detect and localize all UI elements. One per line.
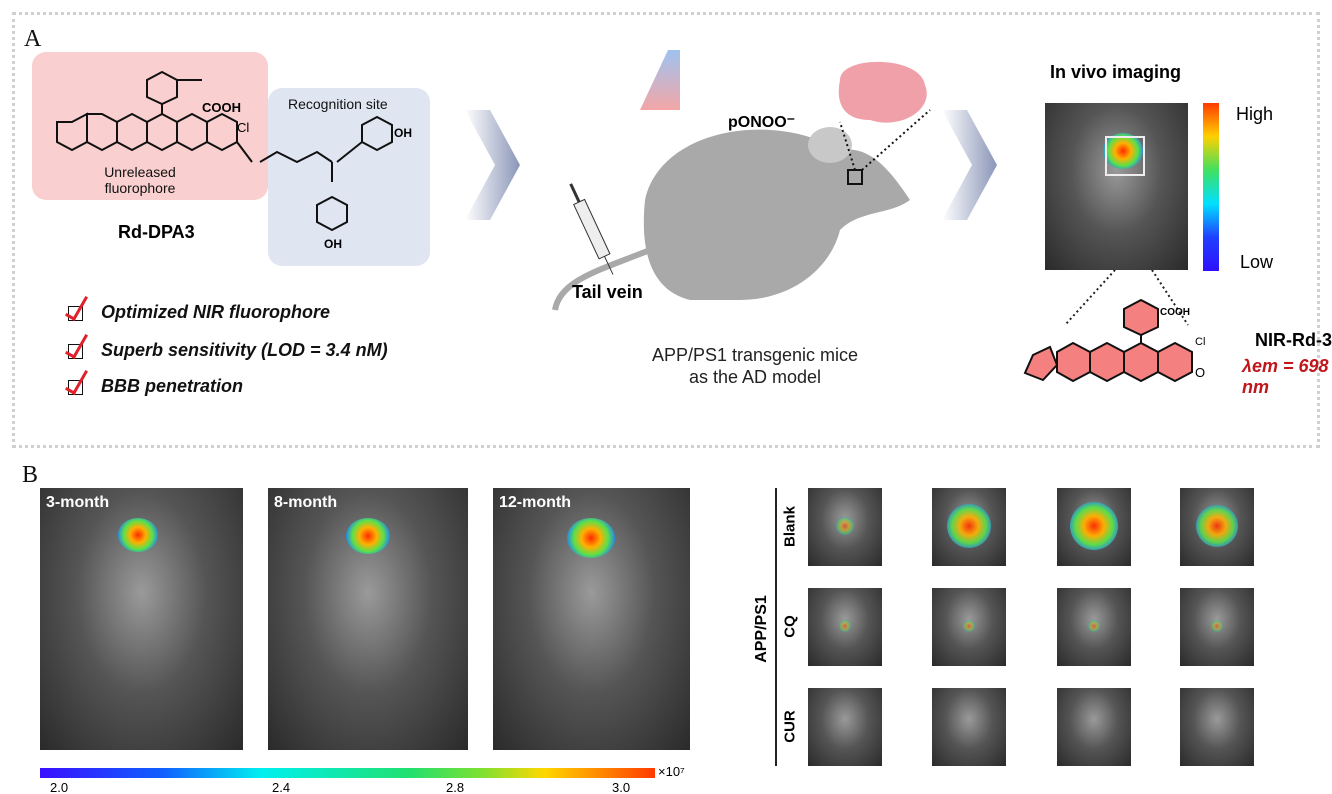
treatment-image xyxy=(808,488,882,566)
mouse-illustration xyxy=(552,50,931,311)
brain-signal xyxy=(836,517,854,535)
arrow-chevron-icon xyxy=(465,110,520,220)
checkbox-checked-icon xyxy=(68,379,83,395)
mouse-image-8-month: 8-month xyxy=(268,488,468,750)
age-label: 8-month xyxy=(274,494,338,511)
brain-signal xyxy=(947,504,991,548)
intensity-colorbar-b xyxy=(40,768,655,778)
colorbar-low: Low xyxy=(1240,252,1274,272)
feature-sensitivity: Superb sensitivity (LOD = 3.4 nM) xyxy=(68,340,388,361)
rd-dpa3-structure: COOH Cl OH OH xyxy=(56,70,412,251)
mouse-image-12-month: 12-month xyxy=(493,488,690,750)
oh-top-label: OH xyxy=(394,126,412,140)
roi-box xyxy=(1105,136,1145,176)
brain-signal xyxy=(1211,620,1223,632)
recognition-site-label: Recognition site xyxy=(288,96,388,112)
colorbar-tick: 2.8 xyxy=(446,780,465,794)
treatment-image xyxy=(932,488,1006,566)
svg-text:Cl: Cl xyxy=(1195,336,1205,348)
feature-bbb: BBB penetration xyxy=(68,376,243,397)
brain-signal xyxy=(118,518,158,552)
colorbar-tick: 2.4 xyxy=(272,780,291,794)
panel-b-label: B xyxy=(22,462,39,488)
cooh-label: COOH xyxy=(202,100,241,115)
zoom-lines xyxy=(1064,270,1189,326)
emission-wavelength: λem = 698 nm xyxy=(1242,356,1329,397)
colorbar-high: High xyxy=(1236,104,1274,124)
product-name: NIR-Rd-3 xyxy=(1255,330,1332,350)
in-vivo-title: In vivo imaging xyxy=(1050,62,1182,82)
brain-signal xyxy=(346,518,390,554)
svg-text:O: O xyxy=(1195,365,1205,380)
intensity-colorbar xyxy=(1203,103,1219,271)
gradient-triangle-icon xyxy=(640,50,680,110)
treatment-image xyxy=(932,588,1006,666)
row-label-blank: Blank xyxy=(781,506,799,547)
brain-signal xyxy=(1088,620,1100,632)
treatment-image xyxy=(1180,588,1254,666)
brain-signal xyxy=(1196,505,1238,547)
panel-a-label: A xyxy=(24,26,42,52)
row-label-cur: CUR xyxy=(781,710,799,743)
group-divider xyxy=(775,488,777,766)
analyte-label: pONOO⁻ xyxy=(728,114,796,131)
unreleased-fluorophore-label: Unreleased fluorophore xyxy=(104,164,176,196)
brain-signal xyxy=(1070,502,1118,550)
checkbox-checked-icon xyxy=(68,343,83,359)
brain-icon xyxy=(838,61,927,123)
treatment-image xyxy=(808,688,882,766)
row-label-cq: CQ xyxy=(781,615,799,638)
colorbar-tick: 2.0 xyxy=(50,780,69,794)
treatment-image xyxy=(1057,688,1131,766)
model-description: APP/PS1 transgenic mice as the AD model xyxy=(651,345,859,387)
treatment-image xyxy=(1180,688,1254,766)
nir-rd-3-structure: COOH Cl O xyxy=(1023,298,1205,383)
group-label: APP/PS1 xyxy=(753,595,770,663)
checkbox-checked-icon xyxy=(68,305,83,321)
treatment-image xyxy=(1180,488,1254,566)
cl-label: Cl xyxy=(237,120,249,135)
tail-vein-label: Tail vein xyxy=(572,282,643,302)
panel-a-frame xyxy=(12,12,1320,448)
syringe-icon xyxy=(569,183,614,275)
treatment-image xyxy=(1057,488,1131,566)
in-vivo-image xyxy=(1045,103,1188,270)
age-label: 12-month xyxy=(499,494,571,511)
brain-signal xyxy=(1103,133,1143,169)
recognition-region xyxy=(268,88,430,266)
treatment-image xyxy=(932,688,1006,766)
probe-name: Rd-DPA3 xyxy=(118,222,195,242)
feature-nir: Optimized NIR fluorophore xyxy=(68,302,330,323)
brain-signal xyxy=(567,518,615,558)
treatment-image xyxy=(808,588,882,666)
brain-signal xyxy=(963,620,975,632)
colorbar-unit: ×10⁷ xyxy=(658,764,685,779)
brain-signal xyxy=(839,620,851,632)
age-label: 3-month xyxy=(46,494,110,511)
svg-text:COOH: COOH xyxy=(1160,307,1190,318)
mouse-image-3-month: 3-month xyxy=(40,488,243,750)
oh-bottom-label: OH xyxy=(324,237,342,251)
treatment-image xyxy=(1057,588,1131,666)
arrow-chevron-icon xyxy=(942,110,997,220)
fluorophore-region xyxy=(32,52,268,200)
colorbar-tick: 3.0 xyxy=(612,780,631,794)
